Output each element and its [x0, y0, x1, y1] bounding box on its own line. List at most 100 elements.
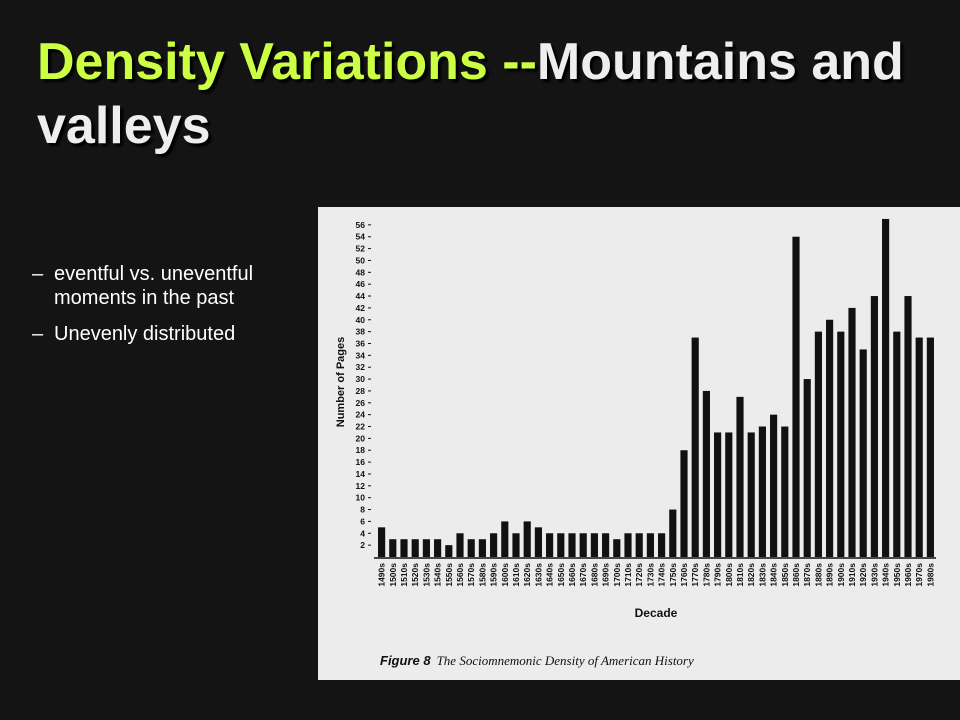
x-tick-label: 1830s	[757, 563, 767, 587]
bar	[915, 337, 923, 557]
x-tick-label: 1690s	[601, 563, 611, 587]
y-tick-label: 8	[360, 505, 365, 515]
bar	[714, 432, 722, 557]
y-tick-label: 36	[356, 338, 366, 348]
y-tick-label: 32	[356, 362, 366, 372]
x-tick-label: 1870s	[802, 563, 812, 587]
bullet-marker: –	[32, 323, 44, 345]
bar	[814, 331, 822, 557]
y-tick-label: 48	[356, 267, 366, 277]
x-tick-label: 1770s	[690, 563, 700, 587]
x-tick-label: 1590s	[489, 563, 499, 587]
x-tick-label: 1620s	[522, 563, 532, 587]
y-tick-label: 54	[356, 232, 366, 242]
bar	[658, 533, 666, 557]
y-tick-label: 22	[356, 422, 366, 432]
x-tick-label: 1650s	[556, 563, 566, 587]
y-tick-label: 12	[356, 481, 366, 491]
x-tick-label: 1670s	[578, 563, 588, 587]
y-tick-label: 6	[360, 516, 365, 526]
bar	[378, 527, 386, 557]
x-tick-label: 1980s	[925, 563, 935, 587]
x-tick-label: 1730s	[645, 563, 655, 587]
y-tick-label: 26	[356, 398, 366, 408]
x-tick-label: 1570s	[466, 563, 476, 587]
slide-title: Density Variations --Mountains and valle…	[37, 30, 937, 158]
bar	[501, 521, 509, 557]
bullet: – Unevenly distributed	[32, 322, 322, 346]
x-axis-label: Decade	[635, 606, 678, 620]
bar	[456, 533, 464, 557]
x-tick-label: 1960s	[903, 563, 913, 587]
bar	[859, 349, 867, 557]
bar	[893, 331, 901, 557]
x-tick-label: 1930s	[869, 563, 879, 587]
bar	[758, 426, 766, 557]
x-tick-label: 1970s	[914, 563, 924, 587]
bar	[926, 337, 934, 557]
x-tick-label: 1950s	[892, 563, 902, 587]
bar	[422, 539, 430, 557]
x-tick-label: 1890s	[825, 563, 835, 587]
x-tick-label: 1530s	[421, 563, 431, 587]
y-tick-label: 50	[356, 255, 366, 265]
bar	[557, 533, 565, 557]
y-tick-label: 16	[356, 457, 366, 467]
bullet-text: eventful vs. uneventful moments in the p…	[54, 263, 254, 309]
bar	[669, 509, 677, 557]
x-tick-label: 1520s	[410, 563, 420, 587]
caption-label: Figure 8	[380, 653, 431, 668]
y-tick-label: 40	[356, 315, 366, 325]
bar	[546, 533, 554, 557]
x-tick-label: 1680s	[589, 563, 599, 587]
bar	[736, 396, 744, 557]
y-tick-label: 2	[360, 540, 365, 550]
x-tick-label: 1910s	[847, 563, 857, 587]
y-tick-label: 28	[356, 386, 366, 396]
bar	[445, 545, 453, 557]
y-tick-label: 18	[356, 445, 366, 455]
x-tick-label: 1790s	[713, 563, 723, 587]
y-axis-label: Number of Pages	[335, 337, 347, 427]
x-tick-label: 1580s	[477, 563, 487, 587]
bullet: – eventful vs. uneventful moments in the …	[32, 262, 322, 310]
bullet-list: – eventful vs. uneventful moments in the …	[32, 262, 322, 358]
y-tick-label: 10	[356, 493, 366, 503]
bar	[434, 539, 442, 557]
y-tick-label: 38	[356, 327, 366, 337]
x-tick-label: 1800s	[724, 563, 734, 587]
x-tick-label: 1820s	[746, 563, 756, 587]
x-tick-label: 1560s	[455, 563, 465, 587]
bar	[478, 539, 486, 557]
bar	[523, 521, 531, 557]
bar	[680, 450, 688, 557]
x-tick-label: 1710s	[623, 563, 633, 587]
bullet-marker: –	[32, 263, 44, 285]
bar	[870, 296, 878, 557]
bar	[534, 527, 542, 557]
bar	[882, 218, 890, 557]
bar	[691, 337, 699, 557]
bar	[624, 533, 632, 557]
bar	[467, 539, 475, 557]
x-tick-label: 1490s	[377, 563, 387, 587]
x-tick-label: 1740s	[657, 563, 667, 587]
y-tick-label: 14	[356, 469, 366, 479]
x-tick-label: 1720s	[634, 563, 644, 587]
y-tick-label: 24	[356, 410, 366, 420]
x-tick-label: 1510s	[399, 563, 409, 587]
bar	[747, 432, 755, 557]
y-tick-label: 56	[356, 220, 366, 230]
bar	[725, 432, 733, 557]
y-tick-label: 42	[356, 303, 366, 313]
x-tick-label: 1860s	[791, 563, 801, 587]
x-tick-label: 1840s	[769, 563, 779, 587]
bar	[400, 539, 408, 557]
bar	[635, 533, 643, 557]
bar	[389, 539, 397, 557]
x-tick-label: 1500s	[388, 563, 398, 587]
x-tick-label: 1610s	[511, 563, 521, 587]
bar	[792, 236, 800, 558]
x-tick-label: 1600s	[500, 563, 510, 587]
bar	[490, 533, 498, 557]
